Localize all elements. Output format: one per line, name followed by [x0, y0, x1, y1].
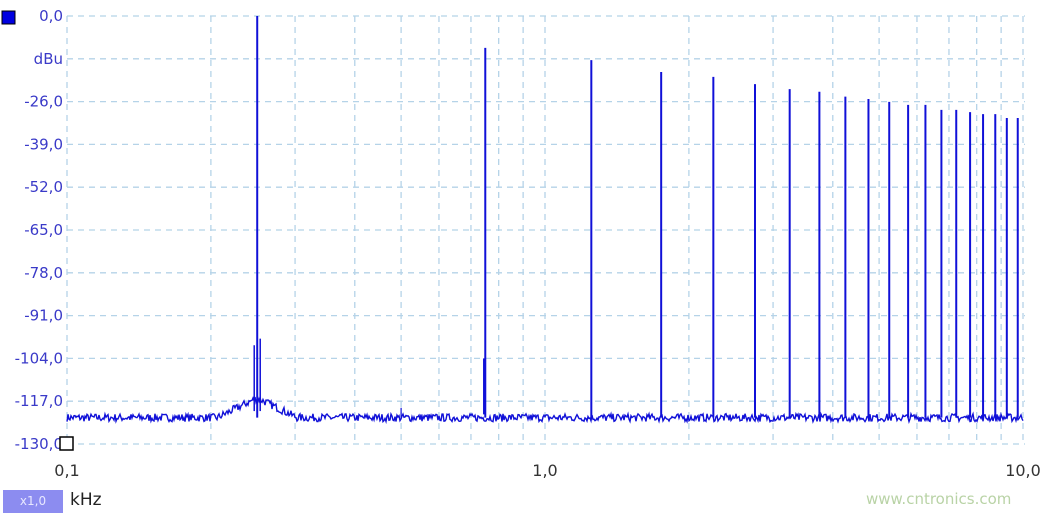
y-tick-label: -65,0 — [24, 221, 63, 239]
spectrum-trace — [66, 16, 1024, 425]
x-tick-label: 1,0 — [532, 461, 557, 480]
y-tick-label: -26,0 — [24, 93, 63, 111]
spectrum-chart: 0,0 dBu -26,0 -39,0 -52,0 -65,0 -78,0 -91,0 -104… — [1, 7, 1041, 480]
grid — [66, 15, 1025, 445]
zoom-factor-button[interactable]: x1,0 — [3, 490, 63, 513]
y-axis-labels: 0,0 dBu -26,0 -39,0 -52,0 -65,0 -78,0 -91,0 -104… — [15, 7, 63, 453]
x-axis-labels: 0,1 1,0 10,0 — [54, 461, 1041, 480]
y-tick-label: -39,0 — [24, 135, 63, 153]
watermark: www.cntronics.com — [866, 490, 1012, 508]
x-tick-label: 0,1 — [54, 461, 79, 480]
x-unit-label: kHz — [70, 490, 102, 510]
x-tick-label: 10,0 — [1005, 461, 1041, 480]
y-tick-label: -104,0 — [15, 349, 63, 367]
series-color-marker[interactable] — [1, 10, 16, 25]
noise-floor-trace — [66, 394, 1024, 425]
y-tick-label: -78,0 — [24, 264, 63, 282]
y-tick-label: -117,0 — [15, 392, 63, 410]
y-tick-label: -91,0 — [24, 307, 63, 325]
y-tick-label: 0,0 — [39, 7, 63, 25]
y-tick-label: dBu — [34, 50, 63, 68]
cursor-handle[interactable] — [59, 436, 74, 451]
y-tick-label: -52,0 — [24, 178, 63, 196]
y-tick-label: -130,0 — [15, 435, 63, 453]
